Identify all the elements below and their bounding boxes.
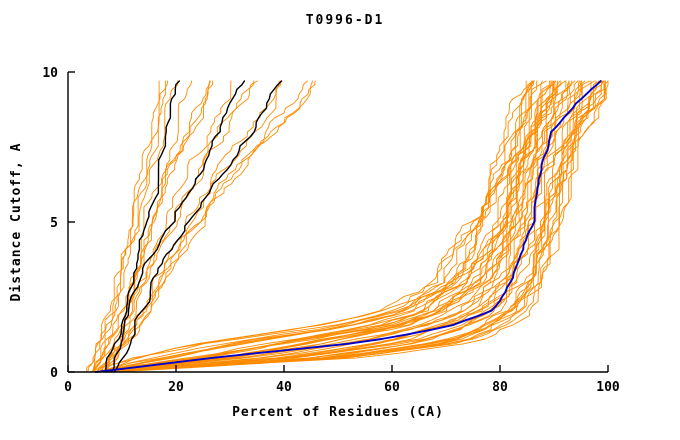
- x-axis-label: Percent of Residues (CA): [232, 405, 444, 420]
- model-curve-good-models: [101, 80, 554, 373]
- model-curve-good-models: [108, 80, 590, 373]
- model-curve-good-models: [103, 80, 576, 373]
- model-curve-good-models: [106, 80, 609, 373]
- model-curve-poor-models: [92, 80, 211, 373]
- model-curve-good-models: [107, 80, 609, 373]
- x-tick-label: 60: [384, 380, 400, 395]
- chart-title: T0996-D1: [306, 13, 385, 28]
- model-curve-good-models: [110, 80, 592, 373]
- model-curve-good-models: [95, 80, 535, 373]
- model-curve-good-models: [96, 80, 535, 373]
- model-curve-good-models: [90, 80, 527, 373]
- model-curve-good-models: [99, 80, 562, 373]
- model-curve-good-models: [108, 80, 582, 373]
- model-curve-poor-models: [100, 80, 280, 373]
- model-curves: [86, 80, 609, 373]
- model-curve-good-models: [96, 80, 567, 373]
- model-curve-good-models: [104, 80, 606, 373]
- y-axis-label: Distance Cutoff, A: [9, 143, 24, 302]
- x-tick-label: 40: [276, 380, 292, 395]
- model-curve-poor-models: [87, 80, 169, 373]
- model-curve-poor-models: [93, 80, 214, 373]
- model-curve-poor-models: [86, 80, 179, 373]
- model-curve-black-model-1: [104, 80, 180, 373]
- model-curve-good-models: [101, 80, 554, 373]
- y-tick-label: 5: [50, 216, 58, 231]
- model-curve-good-models: [97, 80, 547, 373]
- model-curve-poor-models: [104, 80, 316, 373]
- model-curve-poor-models: [104, 80, 282, 373]
- y-tick-label: 0: [50, 366, 58, 381]
- x-tick-label: 100: [596, 380, 620, 395]
- model-curve-good-models: [105, 80, 604, 373]
- model-curve-black-model-3: [113, 80, 283, 373]
- model-curve-poor-models: [104, 80, 308, 373]
- model-curve-good-models: [104, 80, 602, 373]
- model-curve-best-model-blue: [94, 80, 602, 373]
- model-curve-black-model-2: [111, 80, 246, 373]
- model-curve-good-models: [100, 80, 534, 373]
- x-tick-label: 80: [492, 380, 508, 395]
- model-curve-good-models: [99, 80, 533, 373]
- y-tick-label: 10: [42, 66, 58, 81]
- x-tick-label: 20: [168, 380, 184, 395]
- x-tick-label: 0: [64, 380, 72, 395]
- model-curve-poor-models: [94, 80, 167, 373]
- model-curve-good-models: [113, 80, 604, 373]
- model-curve-good-models: [97, 80, 552, 373]
- axes: 0 20 40 60 80 100 0 5 10: [42, 66, 620, 395]
- model-curve-good-models: [112, 80, 605, 373]
- model-curve-poor-models: [102, 80, 258, 373]
- model-curve-poor-models: [103, 80, 314, 373]
- model-curve-good-models: [96, 80, 557, 373]
